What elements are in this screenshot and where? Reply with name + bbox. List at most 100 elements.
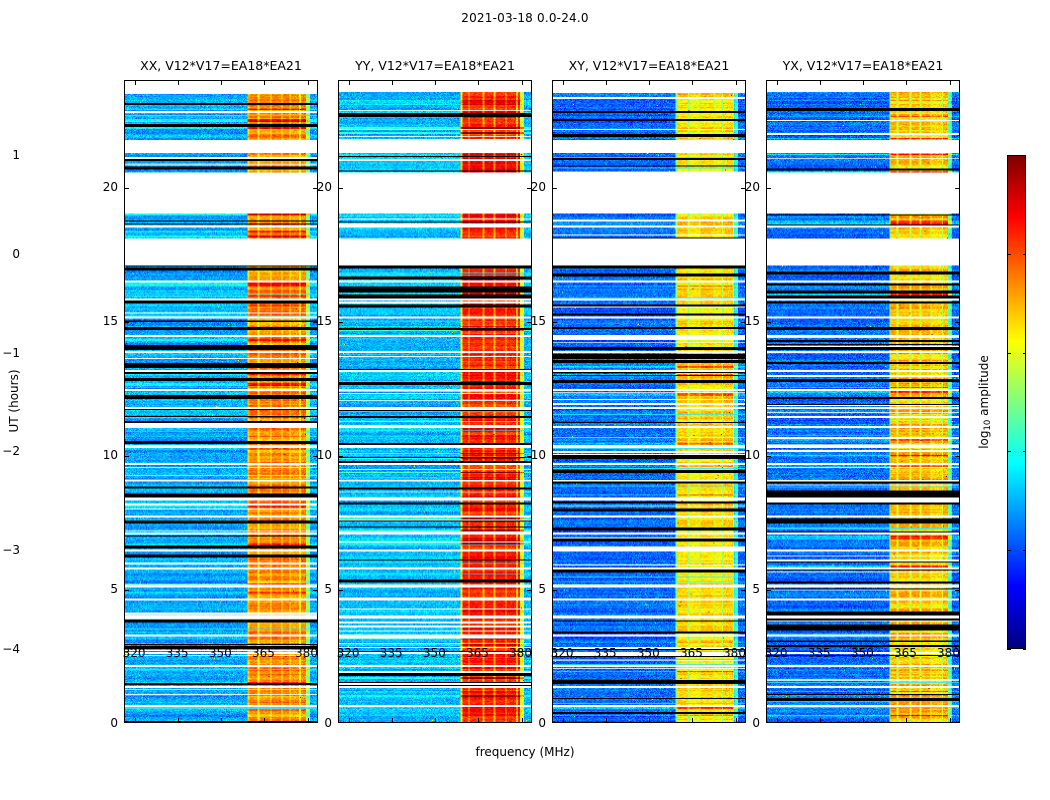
y-ticklabel-yy-20: 20 bbox=[316, 180, 332, 195]
colorbar-tick-−3 bbox=[1007, 550, 1011, 552]
x-tick-yy-320 bbox=[349, 718, 351, 722]
x-tick-yy-350 bbox=[435, 718, 437, 722]
x-tick-xx-335 bbox=[178, 718, 180, 722]
x-tick-yx-365 bbox=[906, 81, 908, 85]
y-tick-xx-20 bbox=[125, 188, 129, 190]
y-tick-xy-10 bbox=[553, 456, 557, 458]
colorbar-tick-−2 bbox=[1022, 451, 1026, 453]
x-ticklabel-yx-380: 380 bbox=[937, 646, 960, 660]
colorbar-ticklabel-−3: −3 bbox=[2, 543, 20, 558]
x-tick-yy-380 bbox=[521, 81, 523, 85]
colorbar-tick-0 bbox=[1007, 253, 1011, 255]
x-tick-xx-365 bbox=[264, 718, 266, 722]
panel-yy: YY, V12*V17=EA18*EA21 bbox=[338, 58, 532, 723]
x-tick-xx-320 bbox=[135, 81, 137, 85]
x-ticklabel-xy-380: 380 bbox=[723, 646, 746, 660]
colorbar-ticklabel-0: 0 bbox=[12, 246, 20, 261]
panel-xx-heatmap bbox=[125, 81, 317, 722]
colorbar-tick-−4 bbox=[1022, 649, 1026, 650]
x-ticklabel-xx-380: 380 bbox=[295, 646, 318, 660]
x-ticklabel-xy-335: 335 bbox=[593, 646, 617, 660]
panel-xy-axes bbox=[552, 80, 746, 723]
colorbar-label-main: log bbox=[977, 430, 991, 449]
x-tick-xx-380 bbox=[307, 718, 309, 722]
x-tick-xy-335 bbox=[606, 81, 608, 85]
colorbar-ticklabel-−4: −4 bbox=[2, 642, 20, 656]
colorbar-tick-−1 bbox=[1007, 352, 1011, 354]
x-tick-xx-380 bbox=[307, 81, 309, 85]
x-axis-label: frequency (MHz) bbox=[475, 745, 575, 759]
x-tick-yx-380 bbox=[949, 718, 951, 722]
colorbar-tick-0 bbox=[1022, 253, 1026, 255]
x-tick-xy-335 bbox=[606, 718, 608, 722]
y-ticklabel-xx-15: 15 bbox=[102, 314, 118, 329]
y-tick-yy-15 bbox=[339, 322, 343, 324]
y-ticklabel-yx-0: 0 bbox=[752, 716, 760, 730]
colorbar-tick-1 bbox=[1022, 155, 1026, 156]
y-ticklabel-yy-15: 15 bbox=[316, 314, 332, 329]
x-ticklabel-xx-350: 350 bbox=[208, 646, 232, 660]
y-tick-xx-5 bbox=[125, 590, 129, 592]
x-tick-yx-365 bbox=[906, 718, 908, 722]
y-ticklabel-yy-10: 10 bbox=[316, 448, 332, 463]
x-tick-yy-320 bbox=[349, 81, 351, 85]
x-tick-xy-350 bbox=[649, 81, 651, 85]
y-tick-yx-5 bbox=[767, 590, 771, 592]
y-tick-xy-10 bbox=[741, 456, 745, 458]
panel-xy-heatmap bbox=[553, 81, 745, 722]
x-tick-yx-380 bbox=[949, 81, 951, 85]
x-ticklabel-yy-320: 320 bbox=[336, 646, 360, 660]
y-tick-xx-15 bbox=[125, 322, 129, 324]
x-tick-xy-380 bbox=[735, 718, 737, 722]
x-tick-yx-335 bbox=[820, 718, 822, 722]
x-tick-xx-350 bbox=[221, 718, 223, 722]
colorbar-tick-1 bbox=[1007, 155, 1011, 156]
panel-xx-axes bbox=[124, 80, 318, 723]
x-tick-yy-365 bbox=[478, 718, 480, 722]
panel-xx-title: XX, V12*V17=EA18*EA21 bbox=[140, 58, 302, 73]
panel-xy: XY, V12*V17=EA18*EA21 bbox=[552, 58, 746, 723]
x-ticklabel-yy-380: 380 bbox=[509, 646, 532, 660]
y-tick-xx-20 bbox=[313, 188, 317, 190]
x-ticklabel-yx-365: 365 bbox=[893, 646, 917, 660]
y-tick-yx-10 bbox=[767, 456, 771, 458]
x-ticklabel-xy-350: 350 bbox=[636, 646, 660, 660]
x-tick-xy-320 bbox=[563, 718, 565, 722]
x-ticklabel-yy-365: 365 bbox=[465, 646, 489, 660]
panel-yy-axes bbox=[338, 80, 532, 723]
y-ticklabel-yx-20: 20 bbox=[744, 180, 760, 195]
x-tick-yy-335 bbox=[392, 718, 394, 722]
colorbar-tick-−4 bbox=[1007, 649, 1011, 650]
x-tick-xy-380 bbox=[735, 81, 737, 85]
x-ticklabel-xy-320: 320 bbox=[550, 646, 574, 660]
colorbar-tick-−3 bbox=[1022, 550, 1026, 552]
y-tick-yx-15 bbox=[955, 322, 959, 324]
y-ticklabel-xx-5: 5 bbox=[110, 582, 118, 597]
x-tick-xx-335 bbox=[178, 81, 180, 85]
x-tick-yy-365 bbox=[478, 81, 480, 85]
y-tick-xy-5 bbox=[553, 590, 557, 592]
y-tick-yx-15 bbox=[767, 322, 771, 324]
y-tick-yy-10 bbox=[339, 456, 343, 458]
y-tick-yy-20 bbox=[527, 188, 531, 190]
panel-yx-heatmap bbox=[767, 81, 959, 722]
x-tick-yx-320 bbox=[777, 81, 779, 85]
x-tick-xx-365 bbox=[264, 81, 266, 85]
colorbar-tick-−2 bbox=[1007, 451, 1011, 453]
y-tick-xy-20 bbox=[741, 188, 745, 190]
x-ticklabel-xx-320: 320 bbox=[122, 646, 146, 660]
y-ticklabel-yy-0: 0 bbox=[324, 716, 332, 730]
y-tick-yy-10 bbox=[527, 456, 531, 458]
y-tick-xx-5 bbox=[313, 590, 317, 592]
y-ticklabel-xx-10: 10 bbox=[102, 448, 118, 463]
y-axis-label: UT (hours) bbox=[7, 369, 21, 433]
panel-xy-title: XY, V12*V17=EA18*EA21 bbox=[568, 58, 730, 73]
panel-yy-title: YY, V12*V17=EA18*EA21 bbox=[355, 58, 515, 73]
x-tick-xx-320 bbox=[135, 718, 137, 722]
x-tick-yy-380 bbox=[521, 718, 523, 722]
y-ticklabel-xx-0: 0 bbox=[110, 716, 118, 730]
x-tick-yy-335 bbox=[392, 81, 394, 85]
y-tick-xy-20 bbox=[553, 188, 557, 190]
colorbar-ticklabel-−1: −1 bbox=[2, 345, 20, 360]
y-ticklabel-xy-15: 15 bbox=[530, 314, 546, 329]
